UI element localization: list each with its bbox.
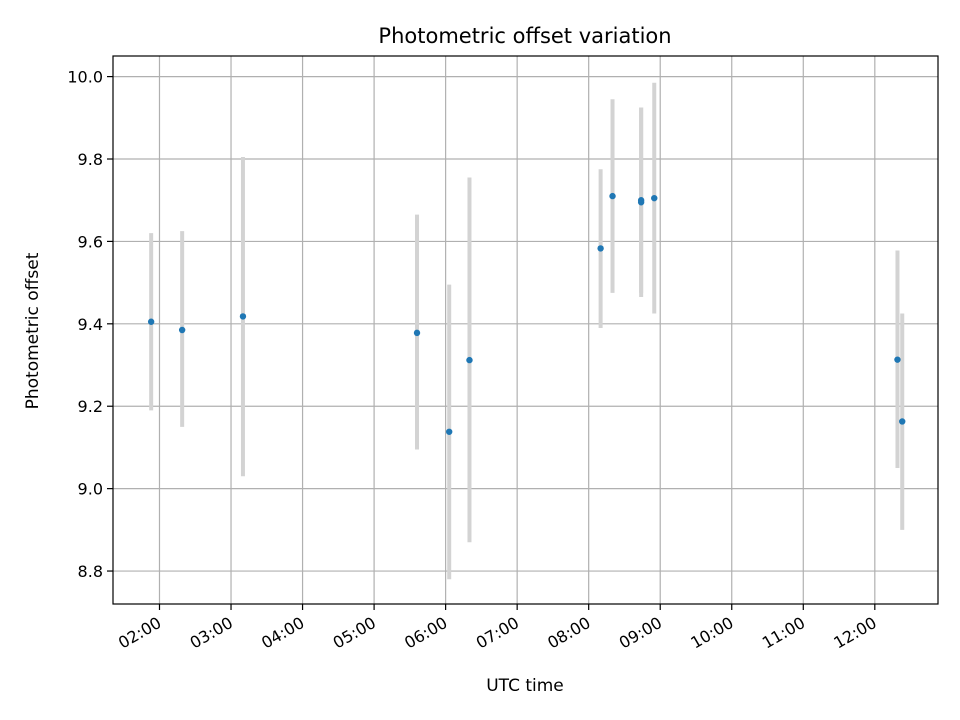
chart-title: Photometric offset variation <box>378 24 671 48</box>
y-tick-label: 9.0 <box>78 480 103 499</box>
data-point <box>637 197 645 204</box>
data-point <box>609 192 616 200</box>
y-tick-label: 9.4 <box>78 315 103 334</box>
data-point <box>466 356 473 364</box>
y-tick-label: 10.0 <box>67 68 103 87</box>
x-axis-title: UTC time <box>486 676 564 696</box>
data-point <box>894 356 901 363</box>
data-points <box>147 192 906 435</box>
y-axis-ticks: 8.8 9.0 9.2 9.4 9.6 9.8 10.0 <box>67 68 113 581</box>
data-point <box>147 318 155 325</box>
data-point <box>651 194 658 202</box>
plot-area <box>113 56 938 604</box>
y-tick-label: 8.8 <box>78 562 103 581</box>
data-point <box>413 329 421 337</box>
y-tick-label: 9.2 <box>78 397 103 416</box>
grid <box>113 56 938 604</box>
data-point <box>445 428 453 435</box>
data-point <box>597 245 604 252</box>
plot-frame <box>112 55 939 605</box>
y-axis-title: Photometric offset <box>23 252 43 409</box>
data-point <box>239 313 247 320</box>
y-tick-label: 9.8 <box>78 150 103 169</box>
data-point <box>178 326 186 334</box>
y-tick-label: 9.6 <box>78 232 103 251</box>
data-point <box>899 418 906 425</box>
